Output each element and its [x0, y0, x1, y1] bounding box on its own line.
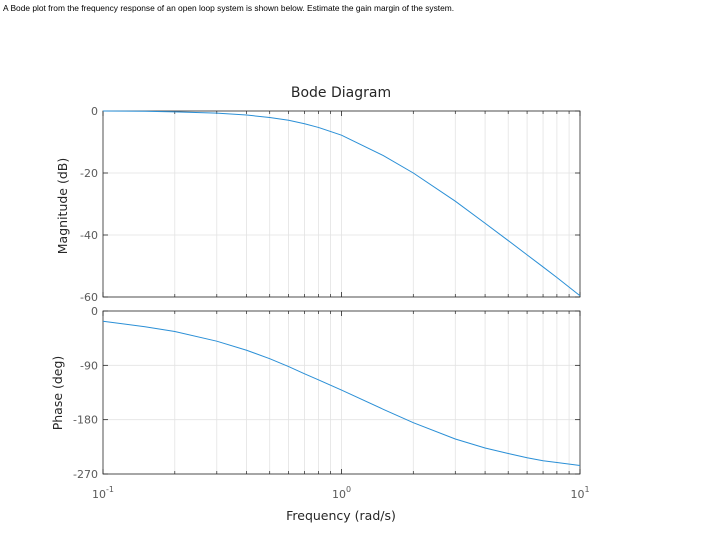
- phase-ylabel: Phase (deg): [50, 356, 65, 431]
- y-tick-label: -180: [73, 414, 98, 427]
- y-tick-label: 0: [91, 105, 98, 118]
- phase-series-line: [102, 320, 581, 467]
- magnitude-panel: 0 -20 -40 -60: [80, 105, 581, 304]
- y-tick-label: -60: [80, 291, 98, 304]
- phase-panel: 0 -90 -180 -270 10-1 100 101: [73, 305, 590, 501]
- y-tick-label: -20: [80, 167, 98, 180]
- magnitude-series-line: [102, 110, 581, 297]
- y-tick-label: 0: [91, 305, 98, 318]
- x-tick-label: 10-1: [92, 485, 114, 501]
- x-tick-label: 101: [570, 485, 589, 501]
- y-tick-label: -270: [73, 468, 98, 481]
- magnitude-ylabel: Magnitude (dB): [55, 158, 70, 254]
- question-text: A Bode plot from the frequency response …: [3, 3, 455, 13]
- x-axis-label: Frequency (rad/s): [286, 508, 396, 523]
- y-tick-label: -40: [80, 229, 98, 242]
- y-tick-label: -90: [80, 359, 98, 372]
- x-tick-label: 100: [332, 485, 351, 501]
- chart-title: Bode Diagram: [291, 85, 391, 101]
